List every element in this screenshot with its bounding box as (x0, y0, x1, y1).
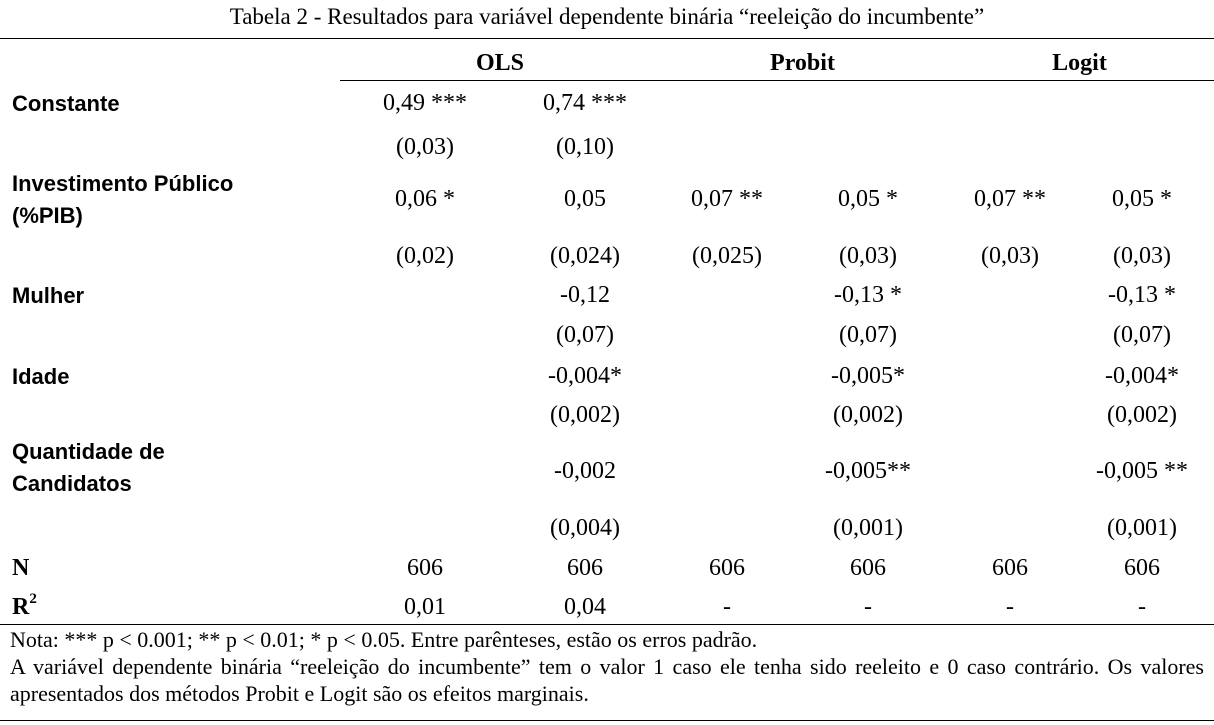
investimento-se-col-5: (0,03) (981, 243, 1039, 269)
idade-se-col-4: (0,002) (833, 402, 903, 428)
n-value-col-6: 606 (1124, 555, 1160, 581)
r2-value-col-3: - (723, 594, 731, 620)
quantidade-se-col-6: (0,001) (1107, 515, 1177, 541)
mulher-se-col-6: (0,07) (1113, 322, 1171, 348)
r2-value-col-6: - (1138, 594, 1146, 620)
top-rule (0, 38, 1214, 39)
r2-value-col-1: 0,01 (404, 594, 446, 620)
investimento-coef-col-4: 0,05 * (838, 186, 898, 212)
row-label-investimento: Investimento Público (%PIB) (12, 168, 233, 232)
r2-value-col-4: - (864, 594, 872, 620)
idade-coef-col-6: -0,004* (1105, 363, 1179, 389)
n-value-col-3: 606 (709, 555, 745, 581)
quantidade-coef-col-6: -0,005 ** (1096, 458, 1188, 484)
investimento-coef-col-2: 0,05 (564, 186, 606, 212)
mulher-coef-col-6: -0,13 * (1108, 282, 1176, 308)
idade-se-col-6: (0,002) (1107, 402, 1177, 428)
investimento-se-col-1: (0,02) (396, 243, 454, 269)
note-description: A variável dependente binária “reeleição… (10, 654, 1204, 706)
group-header-logit: Logit (1052, 50, 1107, 76)
investimento-se-col-6: (0,03) (1113, 243, 1171, 269)
investimento-coef-col-5: 0,07 ** (974, 186, 1046, 212)
constante-coef-col-1: 0,49 *** (383, 90, 467, 116)
row-label-investimento-line1: Investimento Público (12, 171, 234, 196)
mulher-se-col-4: (0,07) (839, 322, 897, 348)
r2-value-col-2: 0,04 (564, 594, 606, 620)
quantidade-coef-col-4: -0,005** (825, 458, 911, 484)
n-value-col-1: 606 (407, 555, 443, 581)
investimento-coef-col-6: 0,05 * (1112, 186, 1172, 212)
r2-label-superscript: 2 (29, 591, 37, 607)
table-title: Tabela 2 - Resultados para variável depe… (229, 4, 985, 29)
row-label-constante: Constante (12, 91, 120, 116)
row-label-quantidade-line1: Quantidade de (12, 439, 165, 464)
investimento-coef-col-3: 0,07 ** (691, 186, 763, 212)
constante-coef-col-2: 0,74 *** (543, 90, 627, 116)
r2-value-col-5: - (1006, 594, 1014, 620)
investimento-se-col-2: (0,024) (550, 243, 620, 269)
idade-se-col-2: (0,002) (550, 402, 620, 428)
header-rule (340, 80, 1214, 81)
idade-coef-col-2: -0,004* (548, 363, 622, 389)
mulher-coef-col-4: -0,13 * (834, 282, 902, 308)
quantidade-coef-col-2: -0,002 (554, 458, 616, 484)
row-label-r2: R2 (12, 592, 37, 622)
quantidade-se-col-4: (0,001) (833, 515, 903, 541)
row-label-quantidade-line2: Candidatos (12, 471, 132, 496)
final-rule (0, 720, 1214, 721)
bottom-rule (0, 624, 1214, 625)
mulher-se-col-2: (0,07) (556, 322, 614, 348)
note-significance: Nota: *** p < 0.001; ** p < 0.01; * p < … (10, 627, 758, 652)
row-label-quantidade: Quantidade de Candidatos (12, 436, 165, 500)
quantidade-se-col-2: (0,004) (550, 515, 620, 541)
n-value-col-4: 606 (850, 555, 886, 581)
row-label-idade: Idade (12, 364, 70, 389)
idade-coef-col-4: -0,005* (831, 363, 905, 389)
investimento-coef-col-1: 0,06 * (395, 186, 455, 212)
n-value-col-2: 606 (567, 555, 603, 581)
group-header-ols: OLS (475, 50, 525, 76)
mulher-coef-col-2: -0,12 (560, 282, 610, 308)
row-label-mulher: Mulher (12, 283, 85, 308)
group-header-probit: Probit (770, 50, 835, 76)
investimento-se-col-4: (0,03) (839, 243, 897, 269)
row-label-n: N (12, 555, 30, 581)
investimento-se-col-3: (0,025) (692, 243, 762, 269)
constante-se-col-1: (0,03) (396, 134, 454, 160)
row-label-investimento-line2: (%PIB) (12, 203, 83, 228)
r2-label-base: R (12, 594, 30, 620)
constante-se-col-2: (0,10) (556, 134, 614, 160)
n-value-col-5: 606 (992, 555, 1028, 581)
